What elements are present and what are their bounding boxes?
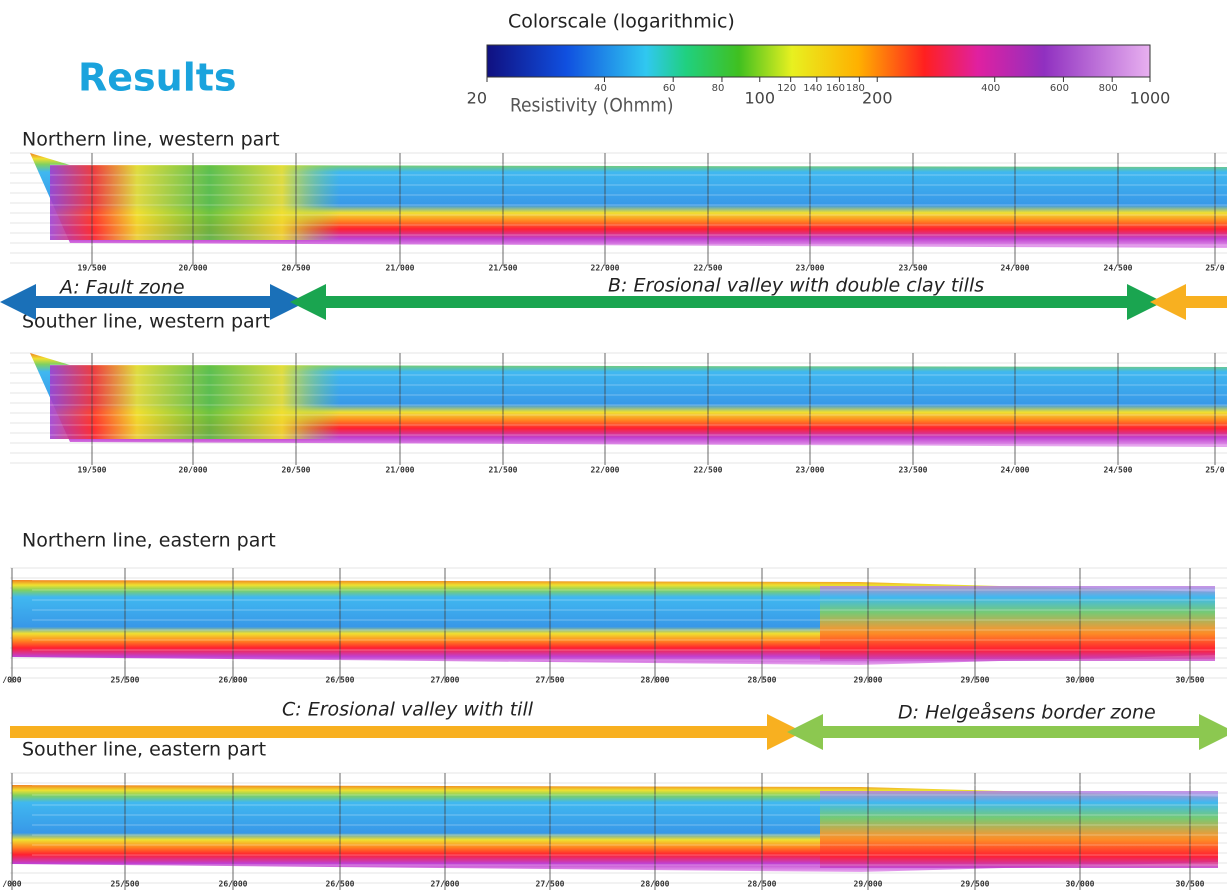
distance-label: 29/500 xyxy=(961,676,990,685)
distance-label: 21/500 xyxy=(489,264,518,273)
distance-label: 22/000 xyxy=(591,466,620,475)
resistivity-anomaly xyxy=(50,365,340,439)
distance-label: 21/500 xyxy=(489,466,518,475)
distance-label: 25/0 xyxy=(1205,264,1224,273)
distance-label: 30/500 xyxy=(1176,880,1205,889)
colorscale-tick-label: 160 xyxy=(826,83,845,94)
distance-label: 19/500 xyxy=(78,466,107,475)
distance-label: 24/000 xyxy=(1001,466,1030,475)
distance-label: 29/000 xyxy=(854,880,883,889)
panel-title: Souther line, eastern part xyxy=(22,739,266,761)
distance-label: 24/500 xyxy=(1104,466,1133,475)
colorscale-tick-label: 400 xyxy=(981,83,1000,94)
distance-label: 26/500 xyxy=(326,880,355,889)
profiles: Northern line, western part 19/500 20/000 2… xyxy=(2,129,1227,890)
distance-label: 28/500 xyxy=(748,676,777,685)
zone-label: D: Helgeåsens border zone xyxy=(898,701,1156,724)
distance-label: 23/000 xyxy=(796,264,825,273)
colorscale-title: Colorscale (logarithmic) xyxy=(508,11,735,33)
zone-label: A: Fault zone xyxy=(58,277,185,299)
distance-label: 20/500 xyxy=(282,264,311,273)
distance-label: 21/000 xyxy=(386,466,415,475)
distance-label: 28/500 xyxy=(748,880,777,889)
zone-label: C: Erosional valley with till xyxy=(282,699,534,721)
colorscale-tick-label: 120 xyxy=(777,83,796,94)
distance-label: 24/000 xyxy=(1001,264,1030,273)
distance-label: 22/500 xyxy=(694,264,723,273)
colorscale-bar xyxy=(486,44,1151,78)
distance-label: 28/000 xyxy=(641,676,670,685)
distance-label: /000 xyxy=(2,676,21,685)
resistivity-anomaly xyxy=(820,791,1218,868)
distance-label: 22/000 xyxy=(591,264,620,273)
distance-label: 23/500 xyxy=(899,466,928,475)
distance-label: 25/0 xyxy=(1205,466,1224,475)
colorscale-tick-label: 40 xyxy=(594,83,607,94)
colorscale-tick-label: 60 xyxy=(663,83,676,94)
panel-title: Souther line, western part xyxy=(22,311,270,333)
distance-label: 29/000 xyxy=(854,676,883,685)
distance-label: 26/000 xyxy=(219,676,248,685)
colorscale-tick-label: 140 xyxy=(803,83,822,94)
distance-label: 30/500 xyxy=(1176,676,1205,685)
distance-label: 27/000 xyxy=(431,676,460,685)
distance-label: 19/500 xyxy=(78,264,107,273)
distance-label: 30/000 xyxy=(1066,676,1095,685)
distance-label: 27/500 xyxy=(536,676,565,685)
distance-label: 27/000 xyxy=(431,880,460,889)
distance-label: 30/000 xyxy=(1066,880,1095,889)
colorscale-tick-label: 1000 xyxy=(1130,89,1171,108)
distance-label: 21/000 xyxy=(386,264,415,273)
panel-title: Northern line, western part xyxy=(22,129,280,151)
distance-label: 29/500 xyxy=(961,880,990,889)
distance-label: 23/000 xyxy=(796,466,825,475)
colorscale-tick-label: 180 xyxy=(846,83,865,94)
distance-label: 22/500 xyxy=(694,466,723,475)
distance-label: 24/500 xyxy=(1104,264,1133,273)
colorscale-tick-label: 200 xyxy=(862,89,893,108)
distance-label: 28/000 xyxy=(641,880,670,889)
distance-label: 20/500 xyxy=(282,466,311,475)
colorscale-axis-label: Resistivity (Ohmm) xyxy=(510,95,674,117)
distance-label: /000 xyxy=(2,880,21,889)
resistivity-anomaly xyxy=(50,165,340,240)
distance-label: 27/500 xyxy=(536,880,565,889)
zone-arrows xyxy=(0,284,1227,750)
distance-label: 26/500 xyxy=(326,676,355,685)
distance-label: 25/500 xyxy=(111,880,140,889)
zone-label: B: Erosional valley with double clay til… xyxy=(608,275,984,297)
distance-label: 25/500 xyxy=(111,676,140,685)
slide-title: Results xyxy=(78,56,237,100)
colorscale-tick-label: 80 xyxy=(712,83,725,94)
colorscale-tick-label: 100 xyxy=(744,89,775,108)
distance-label: 23/500 xyxy=(899,264,928,273)
panel-title: Northern line, eastern part xyxy=(22,530,276,552)
distance-label: 20/000 xyxy=(179,264,208,273)
colorscale-tick-label: 600 xyxy=(1050,83,1069,94)
colorscale-tick-label: 800 xyxy=(1099,83,1118,94)
colorscale-tick-label: 20 xyxy=(467,89,487,108)
distance-label: 20/000 xyxy=(179,466,208,475)
resistivity-anomaly xyxy=(820,586,1215,661)
distance-label: 26/000 xyxy=(219,880,248,889)
